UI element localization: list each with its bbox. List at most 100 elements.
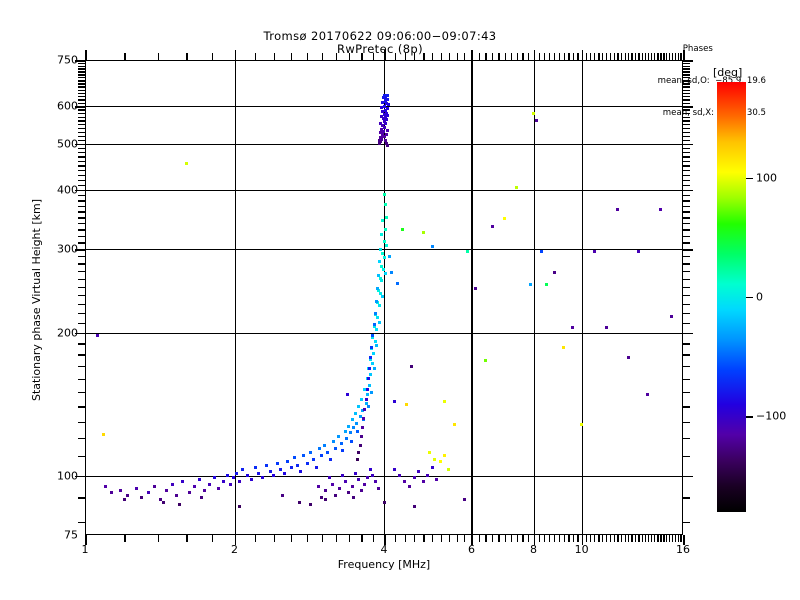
axis-tick-x: [492, 535, 494, 542]
axis-tick-x: [528, 53, 530, 60]
scatter-point: [381, 267, 385, 271]
scatter-point: [375, 286, 379, 290]
scatter-point: [235, 472, 239, 476]
axis-tick-y: [78, 313, 85, 315]
axis-tick-y: [78, 102, 85, 104]
scatter-point: [412, 505, 416, 509]
scatter-point: [670, 315, 674, 319]
scatter-point: [363, 387, 367, 391]
scatter-point: [377, 304, 381, 308]
scatter-point: [272, 474, 276, 478]
scatter-point: [192, 484, 196, 488]
scatter-point: [362, 418, 366, 422]
scatter-point: [344, 436, 348, 440]
axis-tick-x: [674, 535, 677, 542]
axis-tick-x: [554, 535, 556, 542]
axis-tick-x: [606, 535, 608, 542]
axis-tick-x: [606, 53, 608, 60]
axis-tick-y: [78, 127, 85, 130]
axis-tick-y: [78, 295, 85, 297]
scatter-point: [373, 339, 377, 343]
y-tick-label: 100: [57, 469, 78, 483]
axis-tick-y: [683, 174, 690, 177]
scatter-point: [380, 137, 384, 141]
scatter-point: [292, 456, 296, 460]
scatter-point: [359, 434, 363, 438]
axis-tick-x: [651, 535, 653, 542]
y-tick-label: 600: [57, 99, 78, 113]
axis-tick-x: [538, 53, 541, 60]
axis-tick-y: [78, 455, 85, 458]
axis-tick-y: [683, 147, 690, 150]
axis-tick-y: [78, 160, 85, 163]
scatter-point: [385, 94, 389, 98]
axis-tick-x: [671, 53, 674, 60]
axis-tick-x: [157, 53, 159, 60]
scatter-point: [363, 407, 367, 411]
axis-tick-x: [654, 53, 656, 60]
scatter-point: [368, 383, 371, 387]
axis-tick-x: [641, 535, 643, 542]
chart-title-line1: Tromsø 20170622 09:06:00−09:07:43: [263, 29, 497, 43]
scatter-point: [428, 450, 432, 454]
scatter-point: [385, 215, 389, 219]
axis-tick-x: [361, 535, 363, 542]
axis-tick-y: [78, 147, 85, 150]
axis-tick-y: [683, 127, 690, 130]
axis-tick-y: [683, 366, 690, 368]
scatter-point: [317, 447, 321, 451]
axis-tick-x: [307, 535, 309, 542]
axis-tick-x: [186, 535, 188, 542]
axis-tick-x: [544, 535, 546, 542]
scatter-point: [365, 387, 369, 391]
axis-tick-x: [234, 50, 237, 60]
axis-tick-x: [485, 53, 487, 60]
axis-tick-y: [683, 249, 693, 251]
scatter-point: [119, 489, 123, 493]
axis-tick-y: [78, 109, 85, 111]
scatter-point: [374, 480, 378, 484]
axis-tick-x: [522, 53, 524, 60]
scatter-point: [381, 252, 385, 256]
axis-tick-x: [663, 535, 665, 542]
scatter-point: [241, 468, 245, 472]
scatter-point: [466, 250, 470, 254]
axis-tick-y: [78, 131, 85, 133]
scatter-point: [571, 326, 575, 330]
x-tick-label: 4: [380, 543, 388, 556]
axis-tick-y: [78, 421, 85, 423]
scatter-point: [483, 358, 487, 362]
axis-tick-y: [78, 65, 85, 67]
scatter-point: [552, 270, 556, 274]
scatter-point: [490, 224, 494, 228]
axis-tick-y: [683, 165, 690, 167]
axis-tick-y: [683, 205, 690, 208]
scatter-point: [386, 98, 390, 102]
axis-tick-y: [78, 113, 85, 115]
axis-tick-y: [683, 83, 690, 85]
scatter-point: [330, 482, 334, 486]
colorbar-tick: [746, 297, 753, 299]
scatter-point: [380, 127, 384, 131]
scatter-point: [226, 474, 230, 478]
scatter-point: [376, 316, 380, 320]
scatter-point: [348, 431, 352, 435]
scatter-point: [369, 356, 373, 360]
scatter-point: [314, 466, 318, 470]
axis-tick-x: [620, 53, 623, 60]
scatter-point: [347, 424, 351, 428]
scatter-point: [320, 495, 324, 499]
axis-tick-y: [78, 278, 85, 280]
axis-tick-x: [572, 53, 575, 60]
axis-tick-y: [683, 194, 690, 197]
axis-tick-x: [348, 535, 351, 542]
axis-tick-x: [440, 53, 442, 60]
scatter-point: [374, 313, 378, 317]
axis-tick-x: [577, 535, 579, 542]
scatter-point: [268, 470, 272, 474]
axis-tick-x: [211, 53, 214, 60]
axis-tick-x: [423, 535, 425, 542]
scatter-point: [253, 466, 257, 470]
axis-tick-y: [683, 343, 690, 345]
scatter-point: [379, 247, 383, 251]
